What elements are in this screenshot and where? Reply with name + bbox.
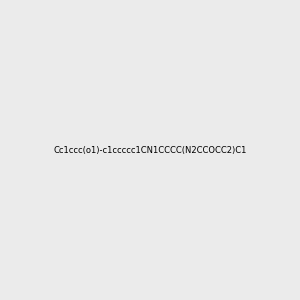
Text: Cc1ccc(o1)-c1ccccc1CN1CCCC(N2CCOCC2)C1: Cc1ccc(o1)-c1ccccc1CN1CCCC(N2CCOCC2)C1 (53, 146, 247, 154)
